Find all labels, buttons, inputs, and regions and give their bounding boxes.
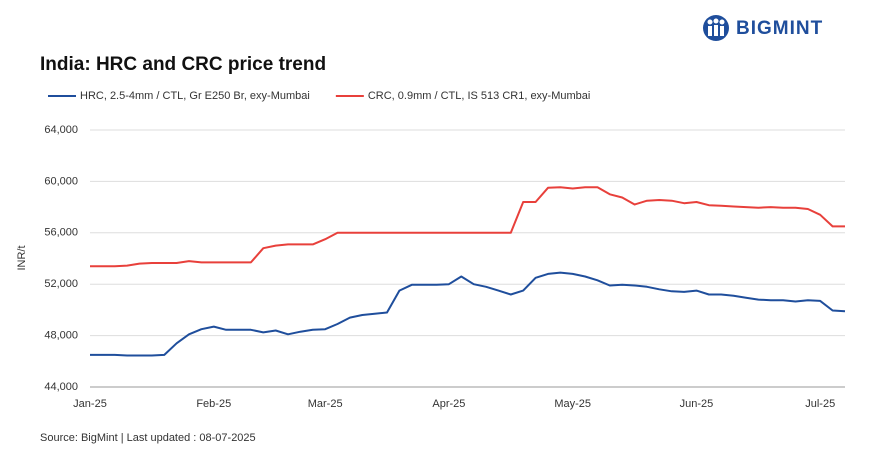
y-tick-label: 52,000 [44,278,78,290]
x-tick-label: Feb-25 [196,398,231,410]
logo-icon [703,15,729,41]
brand: BIGMINT [736,18,823,39]
y-tick-label: 48,000 [44,330,78,342]
x-tick-label: Apr-25 [432,398,465,410]
y-tick-label: 56,000 [44,227,78,239]
legend-label: CRC, 0.9mm / CTL, IS 513 CR1, exy-Mumbai [368,90,591,102]
y-tick-label: 64,000 [44,124,78,136]
x-tick-label: Mar-25 [308,398,343,410]
x-tick-label: May-25 [554,398,591,410]
x-tick-label: Jun-25 [680,398,714,410]
source: Source: BigMint | Last updated : 08-07-2… [40,432,256,444]
y-tick-label: 60,000 [44,175,78,187]
series-line [90,186,845,268]
x-tick-label: Jan-25 [73,398,107,410]
y-axis-label: INR/t [16,245,28,270]
legend-label: HRC, 2.5-4mm / CTL, Gr E250 Br, exy-Mumb… [80,90,310,102]
y-tick-label: 44,000 [44,381,78,393]
series-line [90,271,846,357]
x-tick-label: Jul-25 [805,398,835,410]
chart-title: India: HRC and CRC price trend [40,54,326,75]
